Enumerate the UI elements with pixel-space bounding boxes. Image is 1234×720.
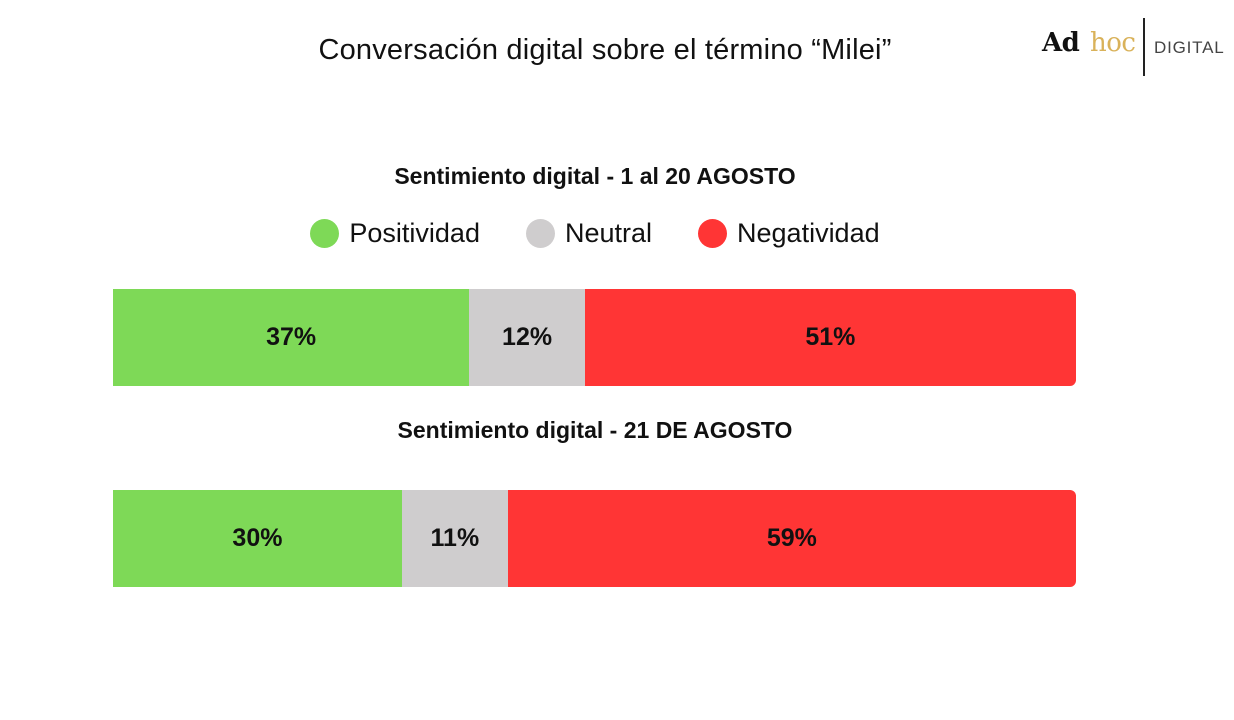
logo-ad-text: Ad (1042, 28, 1080, 58)
adhoc-logo: Ad hoc DIGITAL (1042, 18, 1227, 78)
legend-item-positive: Positividad (310, 218, 480, 249)
stacked-bar-2: 30% 11% 59% (113, 490, 1076, 587)
legend-neutral-label: Neutral (564, 218, 653, 248)
legend-item-negative: Negatividad (698, 218, 880, 249)
bar-1-label-negative: 51% (805, 323, 856, 351)
bar-2-label-positive: 30% (232, 524, 283, 552)
bar-1-segment-positive: 37% (113, 289, 470, 386)
bar-1-label-positive: 37% (266, 323, 317, 351)
logo-hoc-text: hoc (1090, 28, 1136, 58)
bar-2-label-negative: 59% (766, 524, 817, 552)
chart-title: Conversación digital sobre el término “M… (318, 34, 892, 66)
legend-negative-dot (698, 219, 728, 248)
legend-item-neutral: Neutral (525, 218, 653, 249)
bar-1-label-neutral: 12% (502, 323, 553, 351)
stacked-bar-1: 37% 12% 51% (113, 289, 1076, 386)
legend-neutral-dot (525, 219, 555, 248)
bar-1-segment-neutral: 12% (469, 289, 585, 386)
bar-1-segment-negative: 51% (584, 289, 1076, 386)
legend-positive-dot (310, 219, 340, 248)
chart-1-title: Sentimiento digital - 1 al 20 AGOSTO (394, 163, 796, 189)
bar-2-segment-negative: 59% (507, 490, 1076, 587)
logo-digital-text: DIGITAL (1154, 38, 1225, 57)
legend: Positividad Neutral Negatividad (0, 218, 1190, 249)
chart-2-title: Sentimiento digital - 21 DE AGOSTO (397, 417, 793, 443)
bar-2-segment-positive: 30% (113, 490, 402, 587)
bar-2-segment-neutral: 11% (401, 490, 508, 587)
legend-negative-label: Negatividad (737, 218, 880, 248)
bar-2-label-neutral: 11% (430, 524, 480, 552)
logo-divider (1143, 18, 1145, 76)
legend-positive-label: Positividad (349, 218, 480, 248)
